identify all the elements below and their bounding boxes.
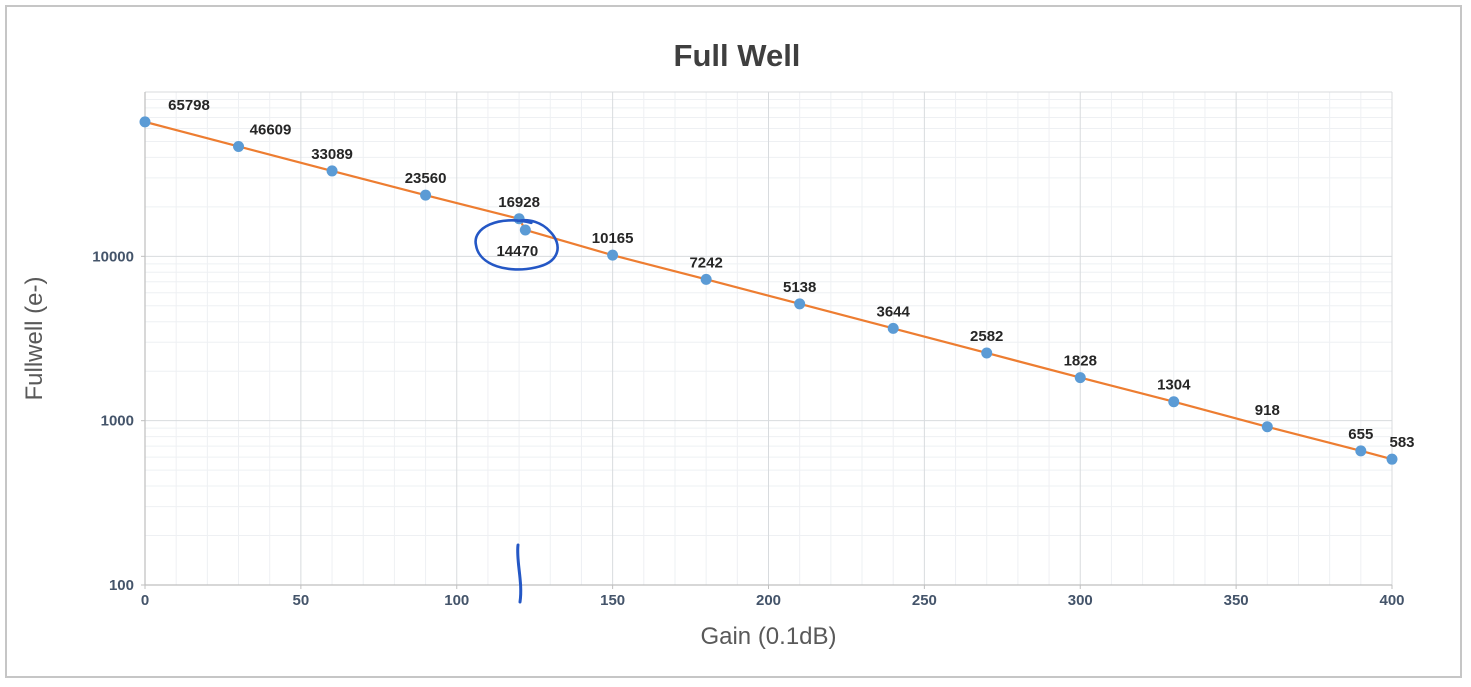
data-label: 5138: [783, 279, 816, 296]
data-point-marker: [794, 298, 806, 310]
data-point-marker: [139, 116, 151, 128]
annotation-ellipse: [474, 218, 559, 271]
x-tick-label: 150: [600, 592, 625, 609]
data-point-marker: [519, 224, 531, 236]
x-tick-label: 400: [1379, 592, 1404, 609]
data-point-marker: [326, 165, 338, 177]
data-point-marker: [887, 322, 899, 334]
data-label: 46609: [250, 121, 292, 138]
data-label: 1304: [1157, 377, 1191, 394]
data-label: 14470: [496, 243, 538, 260]
data-label: 2582: [970, 328, 1003, 345]
data-point-marker: [1355, 445, 1367, 457]
data-label: 1828: [1064, 353, 1097, 370]
data-label: 10165: [592, 230, 634, 247]
x-tick-label: 50: [293, 592, 310, 609]
data-point-marker: [513, 213, 525, 225]
data-label: 583: [1389, 434, 1414, 451]
x-tick-label: 100: [444, 592, 469, 609]
data-point-marker: [1074, 372, 1086, 384]
data-point-marker: [1386, 453, 1398, 465]
x-tick-label: 300: [1068, 592, 1093, 609]
y-tick-label: 100: [109, 577, 134, 594]
chart-frame: 65798 46609 33089 23560 16928 14470 10165 7242 5…: [5, 5, 1462, 678]
data-point-marker: [981, 347, 993, 359]
data-label: 23560: [405, 170, 447, 187]
data-point-marker: [1261, 421, 1273, 433]
x-axis-title: Gain (0.1dB): [700, 623, 836, 650]
data-label: 918: [1255, 402, 1280, 419]
data-label: 33089: [311, 146, 353, 163]
annotation-pen-stroke: [516, 543, 523, 604]
x-tick-label: 250: [912, 592, 937, 609]
series-line: [143, 120, 1394, 461]
data-label: 16928: [498, 194, 540, 211]
data-labels: 65798 46609 33089 23560 16928 14470 10165 7242 5…: [168, 97, 1414, 451]
data-point-marker: [420, 189, 432, 201]
y-axis-title: Fullwell (e-): [21, 276, 48, 400]
data-label: 3644: [877, 303, 911, 320]
tick-labels: 0 50 100 150 200 250 300 350 400 100 1000 10000: [92, 248, 1404, 609]
chart-title: Full Well: [674, 38, 801, 73]
y-tick-label: 10000: [92, 248, 134, 265]
data-point-marker: [233, 140, 245, 152]
axes: [141, 92, 1393, 589]
data-label: 65798: [168, 97, 210, 114]
data-label: 7242: [689, 254, 722, 271]
x-tick-label: 0: [141, 592, 149, 609]
full-well-chart: 65798 46609 33089 23560 16928 14470 10165 7242 5…: [21, 38, 1415, 650]
y-tick-label: 1000: [101, 413, 134, 430]
data-point-marker: [1168, 396, 1180, 408]
data-point-marker: [700, 273, 712, 285]
x-tick-label: 200: [756, 592, 781, 609]
data-point-marker: [607, 249, 619, 261]
data-label: 655: [1348, 426, 1373, 443]
x-tick-label: 350: [1224, 592, 1249, 609]
